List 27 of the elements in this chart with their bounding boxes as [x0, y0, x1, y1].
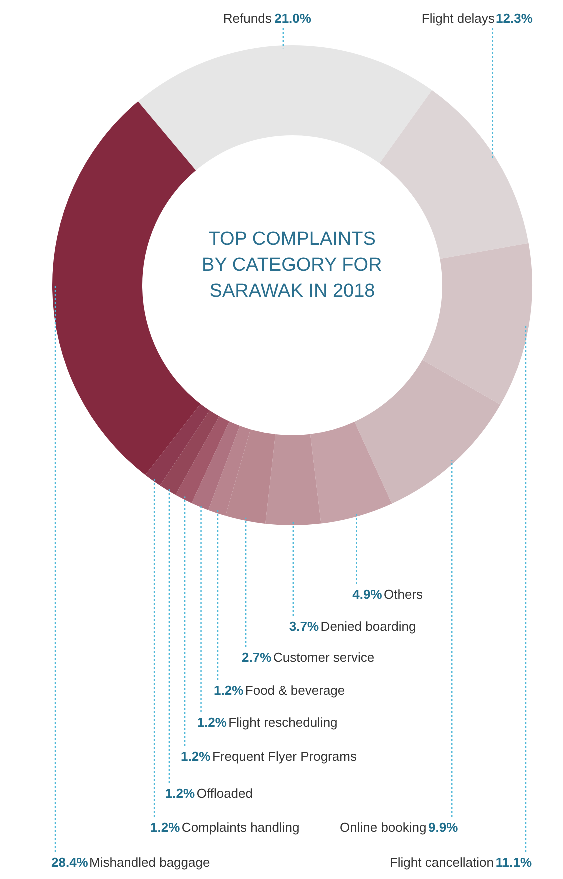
slice-label: Refunds [223, 11, 272, 26]
slice-label: Flight cancellation [390, 855, 494, 870]
data-label: 3.7% [289, 619, 320, 634]
data-label: 1.2% [214, 683, 244, 698]
slice-label: Frequent Flyer Programs [212, 749, 358, 764]
slice-label: Offloaded [196, 786, 253, 801]
slice-label: Flight rescheduling [228, 715, 338, 730]
slice-label: Others [384, 587, 424, 602]
slice-label: Online booking [340, 820, 427, 835]
data-label: 11.1% [496, 855, 532, 870]
slice-label: Flight delays [422, 11, 496, 26]
data-label: 1.2% [197, 715, 228, 730]
data-label: 1.2% [181, 749, 212, 764]
data-label: 1.2% [165, 786, 196, 801]
data-label: 1.2% [150, 820, 181, 835]
data-label: 4.9% [352, 587, 383, 602]
slice-label: Mishandled baggage [90, 855, 210, 870]
data-label: 21.0% [274, 11, 312, 26]
data-label: 2.7% [242, 650, 272, 665]
data-label: 12.3% [496, 11, 534, 26]
slice-label: Complaints handling [182, 820, 300, 835]
slice-label: Customer service [273, 650, 375, 665]
slice-label: Denied boarding [320, 619, 416, 634]
data-label: 9.9% [428, 820, 459, 835]
data-label: 28.4% [52, 855, 89, 870]
slice-label: Food & beverage [245, 683, 346, 698]
text: TOP COMPLAINTS BY CATEGORY FOR SARAWAK IN 2018 [202, 229, 382, 302]
